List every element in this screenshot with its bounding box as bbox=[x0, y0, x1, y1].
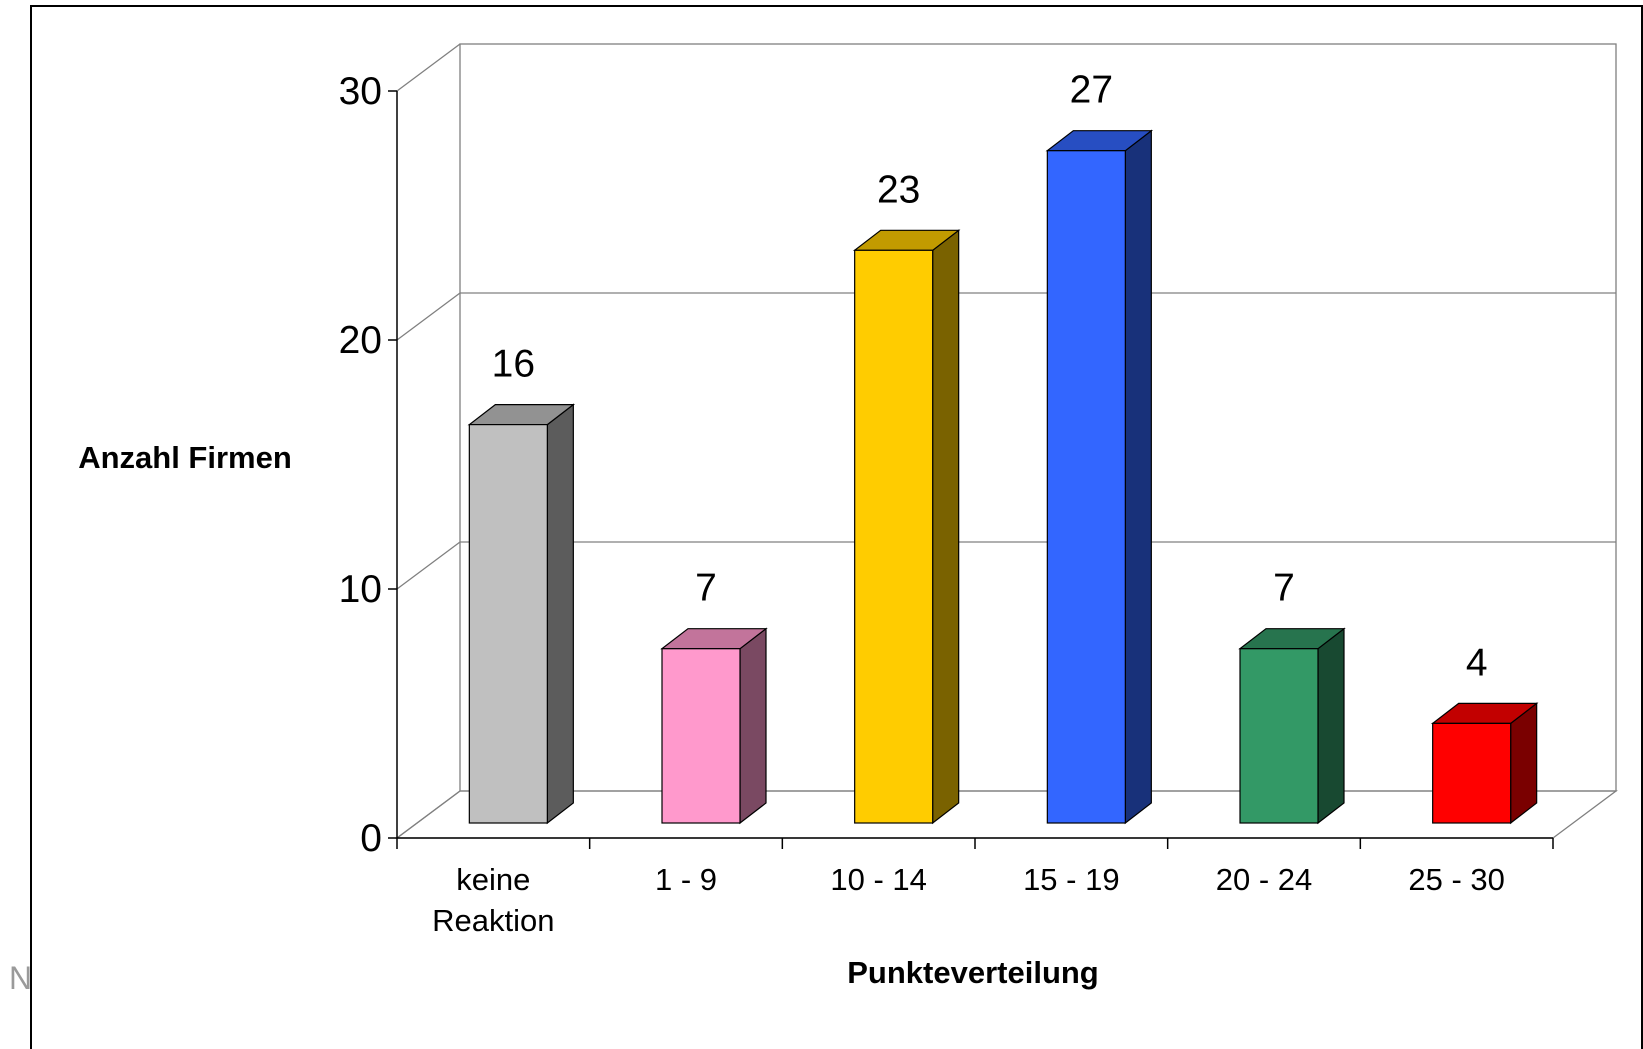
bar-side bbox=[1124, 129, 1152, 825]
side-wall-line bbox=[396, 43, 461, 92]
bar bbox=[852, 229, 961, 825]
side-wall-line bbox=[396, 541, 461, 590]
x-tick-label: 20 - 24 bbox=[1216, 862, 1313, 897]
bar-side bbox=[546, 403, 574, 825]
data-label: 27 bbox=[1070, 69, 1113, 112]
data-label: 23 bbox=[877, 168, 920, 211]
data-label: 16 bbox=[492, 343, 535, 386]
bar-front bbox=[468, 424, 548, 824]
x-tick-label: keine Reaktion bbox=[432, 862, 554, 938]
data-label: 7 bbox=[1273, 567, 1295, 610]
bar bbox=[1238, 627, 1346, 825]
bar-side bbox=[1510, 702, 1538, 825]
data-label: 7 bbox=[695, 567, 717, 610]
bar-front bbox=[1046, 150, 1126, 824]
back-wall bbox=[459, 43, 1617, 792]
x-tick-label: 25 - 30 bbox=[1408, 862, 1505, 897]
bar-front bbox=[1239, 648, 1319, 824]
y-tick-label: 0 bbox=[360, 817, 382, 860]
data-label: 4 bbox=[1466, 641, 1488, 684]
bar-side bbox=[739, 627, 767, 825]
x-tick-label: 10 - 14 bbox=[830, 862, 927, 897]
y-tick-label: 20 bbox=[339, 319, 382, 362]
x-tick-label: 1 - 9 bbox=[655, 862, 717, 897]
y-tick-label: 10 bbox=[339, 568, 382, 611]
bar bbox=[660, 627, 768, 825]
side-wall-line bbox=[396, 292, 461, 341]
x-axis-label: Punkteverteilung bbox=[847, 955, 1099, 990]
bar-front bbox=[1432, 722, 1512, 824]
corner-text: N bbox=[9, 960, 33, 996]
bars-group bbox=[467, 129, 1539, 825]
bar-front bbox=[661, 648, 741, 824]
bar-side bbox=[1317, 627, 1345, 825]
chart-walls bbox=[388, 43, 1618, 849]
chart-frame bbox=[30, 5, 1643, 1049]
bar-side bbox=[932, 229, 960, 825]
labels-group: 0 10 20 30 16 keine Reaktion 7 1 - 9 23 10 - 14 27 1… bbox=[339, 69, 1505, 938]
bar-front bbox=[854, 249, 934, 824]
bar bbox=[467, 403, 576, 825]
y-axis-label: Anzahl Firmen bbox=[78, 440, 292, 475]
x-tick-label: 15 - 19 bbox=[1023, 862, 1120, 897]
y-tick-label: 30 bbox=[339, 70, 382, 113]
bar bbox=[1045, 129, 1154, 825]
bar bbox=[1430, 702, 1539, 825]
